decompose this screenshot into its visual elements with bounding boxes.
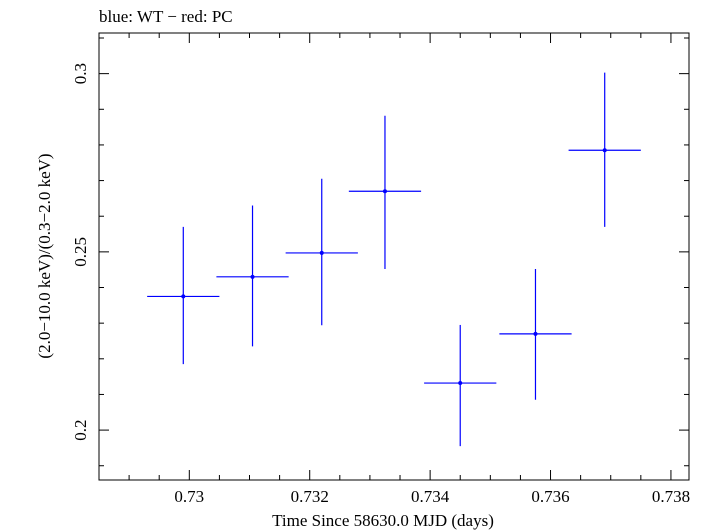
data-point	[348, 115, 422, 269]
data-point	[499, 268, 572, 400]
x-tick-label: 0.732	[291, 487, 329, 506]
data-point-marker	[319, 250, 324, 255]
data-point-marker	[181, 294, 186, 299]
data-point	[147, 226, 220, 365]
data-point-marker	[458, 381, 463, 386]
data-point-marker	[533, 331, 538, 336]
x-axis: 0.73 0.732 0.734 0.736 0.738	[98, 33, 690, 506]
data-point-marker	[382, 189, 387, 194]
data-point	[285, 178, 358, 326]
data-point	[216, 205, 289, 347]
y-tick-label: 0.25	[71, 237, 90, 267]
chart-title: blue: WT − red: PC	[99, 7, 233, 26]
plot-frame	[98, 32, 690, 481]
x-axis-label: Time Since 58630.0 MJD (days)	[272, 511, 494, 530]
x-tick-label: 0.738	[652, 487, 690, 506]
data-point-marker	[602, 148, 607, 153]
plot-area	[98, 32, 690, 481]
x-tick-label: 0.73	[174, 487, 204, 506]
data-point	[424, 324, 497, 447]
data-series-wt	[147, 72, 641, 447]
data-point-marker	[250, 274, 255, 279]
y-tick-label: 0.2	[71, 419, 90, 440]
y-tick-label: 0.3	[71, 63, 90, 84]
y-axis-label: (2.0−10.0 keV)/(0.3−2.0 keV)	[35, 153, 54, 358]
x-tick-label: 0.734	[411, 487, 450, 506]
x-tick-label: 0.736	[531, 487, 569, 506]
data-point	[568, 72, 641, 227]
y-axis: 0.2 0.25 0.3	[71, 37, 689, 467]
